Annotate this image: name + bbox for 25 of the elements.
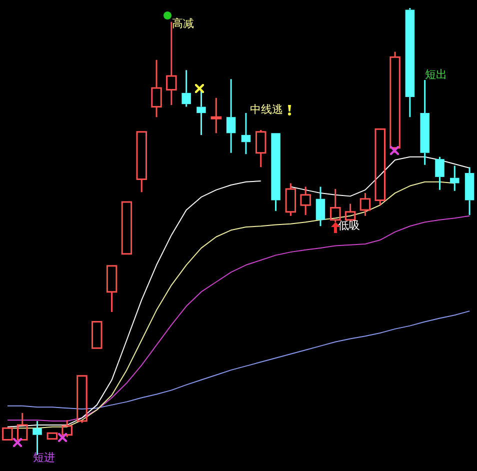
candlestick (106, 265, 118, 313)
candlestick (182, 69, 191, 108)
candlestick (196, 89, 206, 136)
candlestick (316, 186, 326, 227)
candlestick (464, 166, 474, 216)
annotation: 中线逃 (250, 103, 283, 116)
candlestick (300, 186, 311, 216)
candlestick (16, 412, 28, 441)
candlestick (151, 59, 162, 118)
candlestick (435, 156, 444, 191)
candlestick (136, 131, 147, 193)
candlestick (360, 192, 371, 217)
candlestick (226, 78, 236, 154)
candlestick (420, 79, 430, 166)
annotation: 高减 (172, 17, 194, 30)
candlestick (210, 97, 222, 134)
candlestick (390, 51, 400, 154)
candlestick (255, 129, 266, 168)
candlestick (285, 182, 296, 217)
candlestick (241, 112, 251, 155)
annotation: 低吸 (338, 219, 360, 232)
candlestick (405, 7, 415, 118)
annotation: 短进 (33, 451, 55, 464)
candlestick (450, 165, 460, 192)
annotation: 短出 (425, 68, 447, 81)
